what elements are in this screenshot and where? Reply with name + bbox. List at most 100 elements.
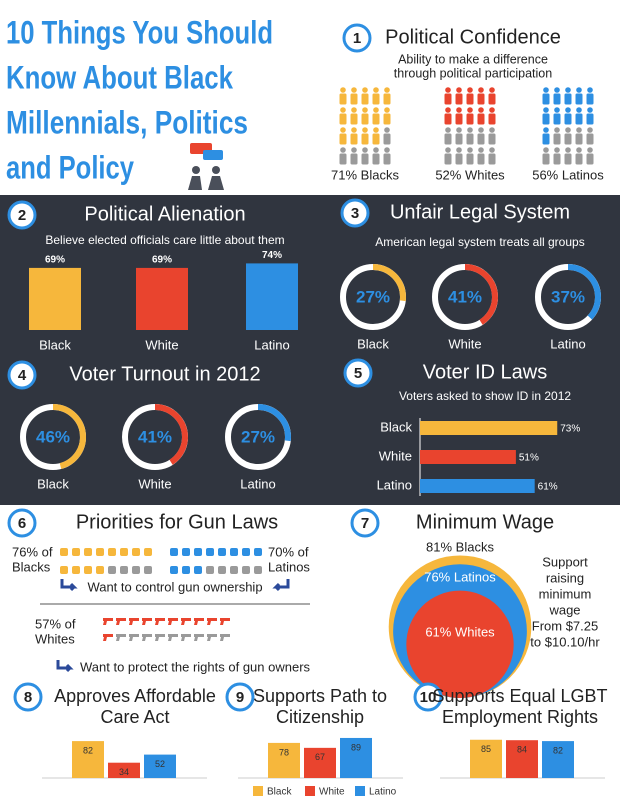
person-head (445, 127, 451, 133)
category-label: Black (380, 419, 412, 434)
person-body (444, 153, 452, 165)
section-title: Care Act (100, 707, 169, 727)
person-head (543, 87, 549, 93)
bar (304, 747, 336, 778)
donut-value: 41% (138, 427, 172, 446)
person-body (361, 113, 369, 125)
icon-grid (103, 618, 230, 641)
person-icon (84, 566, 92, 574)
section-subtitle: Ability to make a difference (398, 52, 548, 66)
person-head (467, 147, 473, 153)
person-body (477, 153, 485, 165)
group-label: 56% Latinos (532, 167, 604, 182)
value-label: 34 (119, 767, 129, 777)
person-head (478, 87, 484, 93)
person-head (362, 147, 368, 153)
number-label: 10 (420, 689, 437, 706)
person-icon (108, 566, 116, 574)
gun-icon (116, 634, 126, 641)
section-subtitle: American legal system treats all groups (375, 235, 584, 249)
arrow (60, 579, 78, 592)
category-label: Latino (377, 477, 412, 492)
person-icon (170, 548, 178, 556)
person-body (586, 93, 594, 105)
value-label: 82 (83, 745, 93, 755)
person-head (362, 127, 368, 133)
wage-note: minimum (539, 586, 592, 601)
group-label: 70% of (268, 544, 309, 559)
person-body (339, 133, 347, 145)
person-icon (242, 548, 250, 556)
gun-icon (116, 618, 126, 625)
section-title: Supports Path to (253, 686, 387, 706)
person-head (478, 147, 484, 153)
bar (136, 267, 188, 330)
bar (268, 742, 300, 778)
person-icon (144, 548, 152, 556)
person-head (554, 147, 560, 153)
bar (542, 741, 574, 778)
person-head (467, 127, 473, 133)
person-body (553, 153, 561, 165)
gun-icon (103, 634, 113, 641)
person-head (362, 107, 368, 113)
person-body (477, 93, 485, 105)
person-head (340, 147, 346, 153)
legend-swatch (253, 786, 263, 796)
person-head (373, 87, 379, 93)
person-head (373, 127, 379, 133)
donut-value: 41% (448, 287, 482, 306)
person-body (350, 93, 358, 105)
number-label: 5 (354, 365, 362, 382)
number-badge (342, 23, 372, 53)
person-head (554, 127, 560, 133)
person-head (384, 87, 390, 93)
title-line: and Policy (6, 149, 134, 185)
value-label: 61% (538, 482, 558, 493)
donut-value: 27% (241, 427, 275, 446)
person-head (543, 147, 549, 153)
category-label: White (379, 448, 412, 463)
number-label: 9 (236, 689, 244, 706)
person-icon (218, 548, 226, 556)
legend-label: Latino (369, 787, 397, 798)
person-body (339, 93, 347, 105)
gun-icon (220, 618, 230, 625)
person-icon (132, 566, 140, 574)
group-label: 52% Whites (435, 167, 505, 182)
number-badge (343, 358, 373, 388)
person-body (444, 133, 452, 145)
person-body (586, 113, 594, 125)
category-label: Black (357, 336, 389, 351)
arrow (56, 660, 74, 673)
category-label: Latino (254, 337, 289, 352)
person-icon (132, 548, 140, 556)
people-grid (339, 87, 391, 165)
person-body (350, 113, 358, 125)
person-head (362, 87, 368, 93)
person-body (488, 153, 496, 165)
gun-icon (129, 634, 139, 641)
circle-label: 61% Whites (425, 624, 495, 639)
group-label: Whites (35, 631, 75, 646)
value-label: 69% (45, 255, 65, 266)
person-body (488, 113, 496, 125)
legend-swatch (355, 786, 365, 796)
person-head (478, 127, 484, 133)
person-body (542, 153, 550, 165)
section-title: Employment Rights (442, 707, 598, 727)
person-icon (254, 548, 262, 556)
donut-arc (52, 404, 86, 469)
person-icon (96, 548, 104, 556)
person-icon (182, 548, 190, 556)
donut-arc (154, 404, 188, 465)
person-icon (230, 566, 238, 574)
person-body (361, 133, 369, 145)
person-body (350, 153, 358, 165)
person-head (351, 87, 357, 93)
person-head (340, 107, 346, 113)
circle-label: 76% Latinos (424, 569, 496, 584)
person-body (564, 153, 572, 165)
donut-arc (567, 264, 601, 320)
